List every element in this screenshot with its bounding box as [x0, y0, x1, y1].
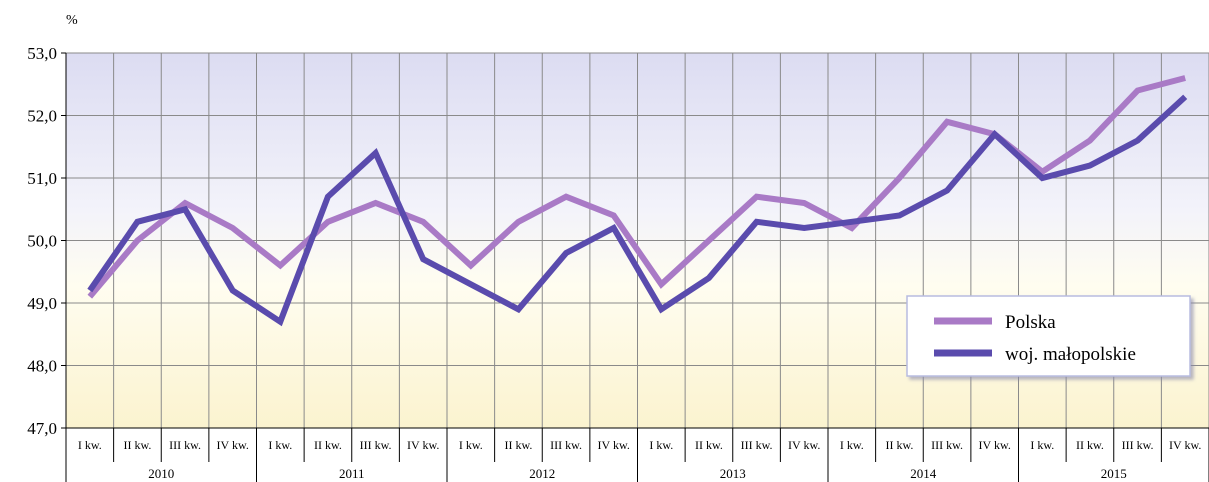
series-line-malopolskie: [87, 94, 1188, 327]
year-label: 2013: [720, 466, 746, 481]
series-lines: [87, 75, 1188, 327]
legend-box: [906, 295, 1191, 377]
quarter-label: I kw.: [268, 438, 292, 452]
legend: Polska woj. małopolskie: [906, 295, 1191, 377]
y-tick-label: 51,0: [27, 169, 57, 188]
year-label: 2011: [339, 466, 365, 481]
year-label: 2015: [1101, 466, 1127, 481]
y-tick-label: 50,0: [27, 232, 57, 251]
quarter-label: I kw.: [1030, 438, 1054, 452]
quarter-label: IV kw.: [788, 438, 820, 452]
year-label: 2010: [148, 466, 174, 481]
quarter-label: II kw.: [885, 438, 913, 452]
quarter-label: II kw.: [314, 438, 342, 452]
quarter-label: III kw.: [550, 438, 582, 452]
quarter-label: II kw.: [123, 438, 151, 452]
quarter-label: IV kw.: [407, 438, 439, 452]
quarter-label: III kw.: [1122, 438, 1154, 452]
quarter-label: III kw.: [360, 438, 392, 452]
year-label: 2014: [910, 466, 937, 481]
year-label: 2012: [529, 466, 555, 481]
legend-label-polska: Polska: [1005, 312, 1056, 333]
y-axis-unit-label: %: [66, 13, 78, 28]
quarter-label: I kw.: [78, 438, 102, 452]
y-tick-label: 49,0: [27, 294, 57, 313]
quarter-label: IV kw.: [217, 438, 249, 452]
y-tick-label: 53,0: [27, 44, 57, 63]
quarter-label: IV kw.: [598, 438, 630, 452]
quarter-label: III kw.: [169, 438, 201, 452]
quarter-label: II kw.: [1076, 438, 1104, 452]
x-axis-ticks: I kw. II kw. III kw. IV kw. I kw. II kw. III k…: [78, 438, 1201, 481]
legend-label-malopolskie: woj. małopolskie: [1005, 344, 1136, 365]
quarter-label: I kw.: [840, 438, 864, 452]
y-tick-label: 47,0: [27, 419, 57, 438]
quarter-label: I kw.: [459, 438, 483, 452]
quarter-label: II kw.: [504, 438, 532, 452]
y-axis-ticks: 47,0 48,0 49,0 50,0 51,0 52,0 53,0: [27, 44, 57, 438]
quarter-label: IV kw.: [1169, 438, 1201, 452]
y-tick-label: 48,0: [27, 357, 57, 376]
quarter-label: III kw.: [741, 438, 773, 452]
quarter-label: I kw.: [649, 438, 673, 452]
quarter-label: II kw.: [695, 438, 723, 452]
y-tick-label: 52,0: [27, 107, 57, 126]
quarter-label: III kw.: [931, 438, 963, 452]
axes: [61, 52, 1209, 482]
quarter-label: IV kw.: [979, 438, 1011, 452]
